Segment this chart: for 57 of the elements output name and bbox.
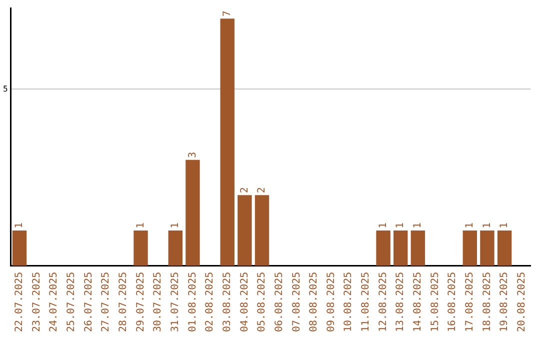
bar [254,195,270,266]
x-tick-label: 24.07.2025 [48,272,60,332]
x-tick-label: 20.08.2025 [516,272,528,332]
x-tick-label: 31.07.2025 [170,272,181,332]
x-tick-label: 19.08.2025 [499,272,510,332]
x-tick-label: 23.07.2025 [31,272,42,332]
x-tick-label: 03.08.2025 [222,272,233,332]
x-tick-label: 01.08.2025 [187,272,198,332]
x-tick-label: 13.08.2025 [395,272,406,332]
x-tick-label: 17.08.2025 [464,272,476,332]
x-tick-label: 02.08.2025 [204,272,216,332]
bar [376,230,390,266]
data-label: 1 [412,222,424,228]
data-label: 2 [239,187,250,194]
bar [394,230,408,266]
data-label: 1 [14,222,26,228]
x-tick-label: 14.08.2025 [412,272,424,332]
bar [462,230,477,266]
x-tick-label: 10.08.2025 [343,272,354,332]
x-tick-label: 25.07.2025 [66,272,78,332]
x-tick-label: 04.08.2025 [239,272,250,332]
x-tick-label: 05.08.2025 [256,272,268,332]
bar [497,230,512,266]
data-label: 7 [222,10,233,17]
x-tick-label: 11.08.2025 [360,272,372,332]
bar [480,230,494,266]
data-label: 1 [170,222,181,228]
data-label: 2 [256,187,268,194]
bar [168,230,182,266]
x-tick-label: 22.07.2025 [14,272,26,332]
x-tick-label: 29.07.2025 [135,272,146,332]
x-tick-label: 16.08.2025 [447,272,458,332]
data-label: 1 [499,222,510,228]
x-tick-label: 28.07.2025 [118,272,130,332]
x-tick-label: 06.08.2025 [274,272,285,332]
y-tick-label: 5 [2,84,8,94]
bar [186,160,200,266]
data-label: 1 [482,222,493,228]
bar [238,195,252,266]
x-tick-label: 15.08.2025 [430,272,441,332]
data-label: 1 [135,222,146,228]
x-tick-label: 27.07.2025 [100,272,112,332]
data-label: 1 [378,222,389,228]
data-label: 1 [395,222,406,228]
x-tick-label: 26.07.2025 [83,272,94,332]
x-tick-label: 30.07.2025 [152,272,164,332]
bar [134,230,148,266]
x-tick-label: 18.08.2025 [482,272,493,332]
bar [12,230,27,266]
bar [410,230,426,266]
x-tick-label: 08.08.2025 [308,272,320,332]
data-label: 3 [187,152,198,158]
bar [220,18,234,266]
data-label: 1 [464,222,476,228]
x-tick-label: 09.08.2025 [326,272,337,332]
x-tick-label: 12.08.2025 [378,272,389,332]
x-tick-label: 07.08.2025 [291,272,302,332]
